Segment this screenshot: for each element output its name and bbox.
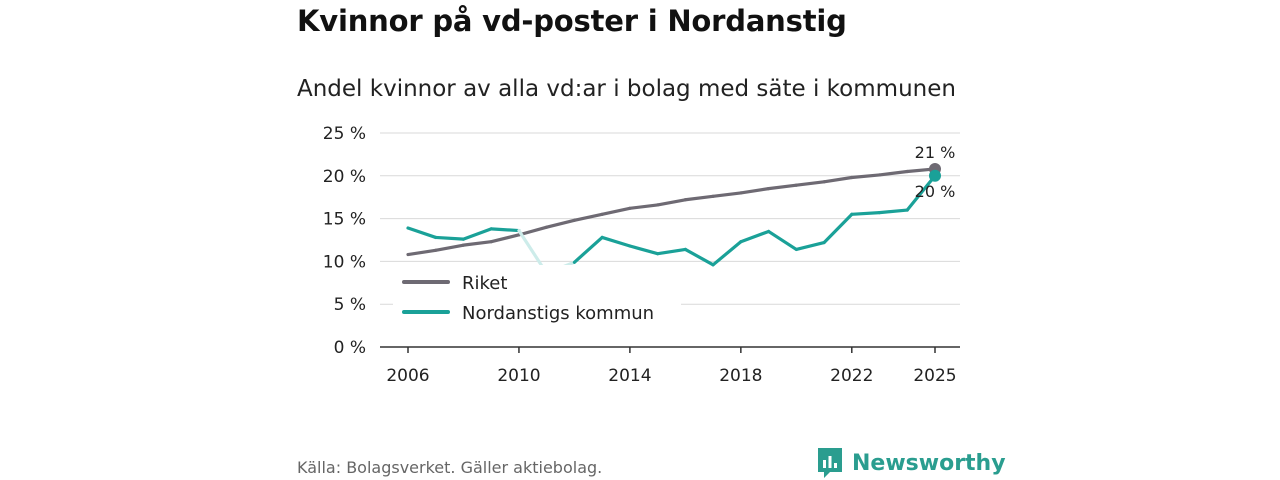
series-1-segment [822, 212, 854, 245]
series-1-segment [572, 235, 604, 264]
legend: Riket Nordanstigs kommun [393, 265, 681, 330]
legend-label-0: Riket [462, 273, 507, 294]
series-1-segment [656, 247, 687, 256]
series-1-segment [600, 235, 632, 248]
series-0-segment [628, 203, 660, 210]
series-1-segment [877, 208, 909, 215]
x-tick-label: 2010 [497, 366, 540, 386]
series-1-segment [489, 227, 521, 233]
x-tick-label: 2025 [913, 366, 956, 386]
chart-title: Kvinnor på vd-poster i Nordanstig [297, 4, 847, 38]
y-tick-label: 25 % [323, 124, 366, 144]
series-0-segment [739, 187, 771, 195]
legend-background [393, 265, 681, 330]
series-0-segment [434, 243, 466, 252]
series-lines [406, 167, 937, 275]
y-tick-label: 5 % [334, 295, 366, 315]
y-tick-label: 10 % [323, 252, 366, 272]
newsworthy-logo-icon [818, 448, 842, 478]
chart-subtitle: Andel kvinnor av alla vd:ar i bolag med … [297, 76, 956, 102]
newsworthy-logo: Newsworthy [816, 446, 1006, 480]
x-tick-label: 2006 [386, 366, 429, 386]
series-1-segment [406, 226, 438, 240]
series-0-segment [572, 212, 604, 222]
series-0-segment [600, 206, 632, 216]
source-note: Källa: Bolagsverket. Gäller aktiebolag. [297, 458, 603, 477]
x-tick-label: 2022 [830, 366, 873, 386]
x-tick-label: 2014 [608, 366, 651, 386]
y-tick-label: 20 % [323, 167, 366, 187]
end-points: 21 % 20 % [915, 143, 956, 201]
series-0-segment [406, 248, 438, 257]
brand-name: Newsworthy [852, 450, 1006, 476]
series-1-segment [434, 235, 466, 241]
series-0-segment [545, 218, 577, 229]
y-tick-label: 15 % [323, 210, 366, 230]
series-1-segment [683, 247, 715, 267]
x-tick-label: 2018 [719, 366, 762, 386]
series-1-segment [461, 227, 493, 241]
series-1-segment [739, 229, 771, 244]
series-1-segment [766, 229, 798, 252]
series-1-segment [850, 211, 882, 216]
series-0-end-label: 21 % [915, 143, 956, 162]
series-1-segment [905, 174, 937, 212]
series-0-segment [461, 240, 493, 247]
y-axis-ticks: 0 % 5 % 10 % 15 % 20 % 25 % [323, 124, 366, 358]
series-0-segment [822, 175, 854, 184]
legend-label-1: Nordanstigs kommun [462, 303, 654, 324]
series-0-segment [489, 233, 521, 244]
series-0-segment [766, 183, 798, 191]
series-0-segment [517, 225, 549, 237]
series-1-end-point [929, 169, 941, 182]
x-axis: 2006 2010 2014 2018 2022 2025 [380, 346, 960, 386]
y-tick-label: 0 % [334, 338, 366, 358]
series-0-segment [683, 194, 715, 202]
series-0-segment [794, 180, 826, 187]
series-0-segment [850, 173, 882, 180]
series-0-segment [711, 191, 743, 198]
series-0-segment [656, 198, 687, 207]
series-1-segment [628, 244, 660, 256]
series-1-segment [794, 240, 826, 252]
series-1-end-label: 20 % [915, 182, 956, 201]
series-0-segment [877, 169, 909, 177]
series-1-segment [711, 240, 743, 267]
